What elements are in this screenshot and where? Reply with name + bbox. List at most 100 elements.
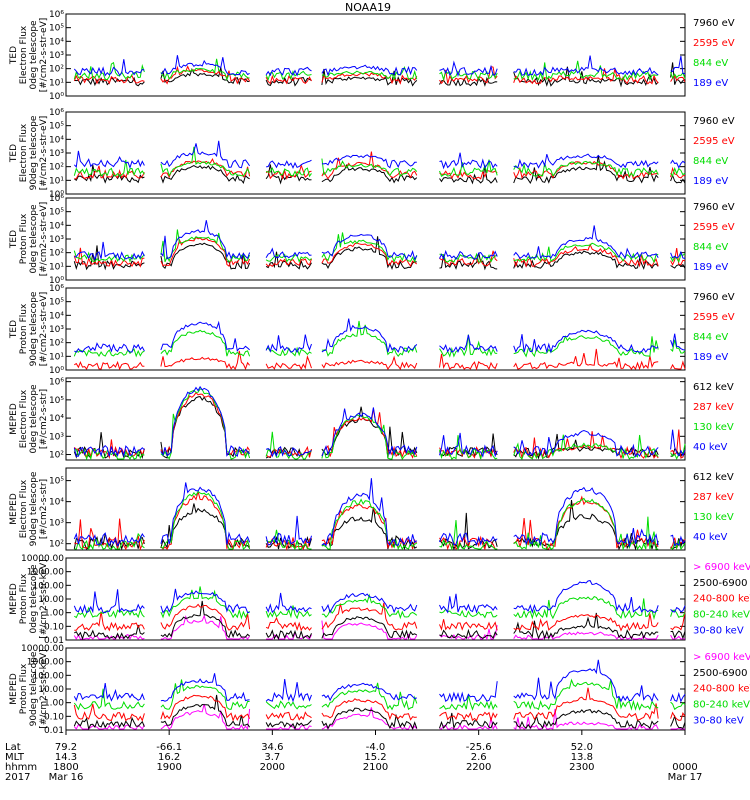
legend-label: 240-800 keV	[693, 684, 750, 695]
y-tick-label: 1.00	[44, 699, 64, 709]
y-tick-label: 10⁴	[49, 498, 64, 508]
y-axis-label-line: 0deg telescope	[29, 564, 39, 634]
y-tick-label: 10²	[49, 540, 64, 550]
legend-label: 844 eV	[693, 58, 728, 69]
footer-value: Mar 17	[668, 772, 703, 783]
legend-label: 612 keV	[693, 382, 734, 393]
y-axis-label-line: [#/cm2-s-str-eV]	[39, 292, 49, 367]
y-axis-label: MEPEDElectron Flux0deg telescope[#/cm2-s…	[9, 384, 49, 454]
series-trace-80-240-kev	[73, 678, 686, 711]
y-axis-label-line: TED	[9, 230, 19, 249]
y-tick-label: 10³	[49, 432, 64, 442]
y-axis-label: TEDElectron Flux0deg telescope[#/cm2-s-s…	[9, 18, 49, 93]
legend-label: 7960 eV	[693, 116, 735, 127]
y-axis-label-line: [#/cm2-s-str-eV]	[39, 202, 49, 277]
y-tick-label: 10⁴	[49, 311, 64, 321]
y-tick-label: 100.00	[33, 671, 65, 681]
y-tick-label: 10⁰	[49, 190, 64, 200]
footer-value: 2100	[363, 762, 388, 773]
legend-label: 40 keV	[693, 532, 727, 543]
series-trace-130-kev	[74, 388, 686, 461]
y-tick-label: 100.00	[33, 581, 65, 591]
y-axis-label-line: MEPED	[9, 673, 19, 705]
legend-label: > 6900 keV	[693, 562, 750, 573]
legend-label: 287 keV	[693, 402, 734, 413]
series-trace-2500-6900	[74, 600, 686, 641]
legend-label: 287 keV	[693, 492, 734, 503]
footer-value: 1800	[53, 762, 78, 773]
series-trace-80-240-kev	[74, 586, 686, 620]
y-tick-label: 0.10	[44, 712, 64, 722]
y-tick-label: 10¹	[49, 176, 64, 186]
y-axis-label-line: MEPED	[9, 493, 19, 525]
series-trace-240-800-kev	[73, 687, 686, 723]
y-tick-label: 10¹	[49, 78, 64, 88]
legend-label: 189 eV	[693, 78, 728, 89]
panel-7: 0.010.101.0010.00100.001000.0010000.00ME…	[9, 554, 750, 646]
y-tick-label: 10¹	[49, 352, 64, 362]
y-axis-label-line: TED	[9, 144, 19, 163]
y-axis-label-line: 90deg telescope	[29, 291, 39, 366]
legend-label: 130 keV	[693, 512, 734, 523]
footer-value: -4.0	[366, 742, 386, 753]
series-trace-2595-ev	[73, 65, 686, 85]
y-tick-label: 10⁶	[49, 378, 64, 388]
y-axis-label-line: [#/cm2-s-str-eV]	[39, 18, 49, 93]
y-tick-label: 1.00	[44, 609, 64, 619]
series-trace-2500-6900	[73, 694, 686, 731]
series-trace-40-kev	[73, 478, 686, 548]
footer-value: -25.6	[466, 742, 492, 753]
footer-value: 2.6	[471, 752, 487, 763]
y-tick-label: 1000.00	[27, 568, 64, 578]
legend-label: 7960 eV	[693, 202, 735, 213]
y-tick-label: 10⁴	[49, 135, 64, 145]
legend-label: 7960 eV	[693, 18, 735, 29]
y-tick-label: 10⁵	[49, 24, 64, 34]
y-axis-label-line: Electron Flux	[19, 389, 29, 448]
y-axis-label: MEPEDProton Flux90deg telescope[#/cm2-s-…	[9, 649, 49, 728]
series-trace-189-ev	[74, 220, 686, 261]
footer-value: 15.2	[364, 752, 386, 763]
y-axis-label-line: [#/cm2-s-str-keV]	[39, 649, 49, 728]
y-tick-label: 10⁴	[49, 37, 64, 47]
footer-value: 3.7	[264, 752, 280, 763]
footer-row-label: 2017	[5, 772, 30, 783]
series-trace--6900-kev	[73, 703, 685, 731]
y-tick-label: 10.00	[38, 685, 64, 695]
series-trace-2595-ev	[74, 151, 686, 180]
legend-label: 30-80 keV	[693, 715, 744, 726]
series-trace-189-ev	[74, 318, 686, 354]
y-tick-label: 10³	[49, 149, 64, 159]
y-axis-label: TEDElectron Flux90deg telescope[#/cm2-s-…	[9, 115, 49, 190]
series-trace-189-ev	[73, 55, 686, 78]
y-tick-label: 10⁰	[49, 276, 64, 286]
legend-label: 2500-6900	[693, 578, 748, 589]
y-axis-label-line: Electron Flux	[19, 123, 29, 182]
y-axis-label: TEDProton Flux90deg telescope[#/cm2-s-st…	[9, 291, 49, 366]
legend-label: 80-240 keV	[693, 700, 750, 711]
y-tick-label: 10⁵	[49, 298, 64, 308]
legend-label: 844 eV	[693, 332, 728, 343]
panel-frame	[65, 13, 686, 97]
y-tick-label: 10³	[49, 235, 64, 245]
footer-row-label: hhmm	[5, 762, 37, 773]
series-trace-2595-ev	[74, 348, 686, 371]
series-trace--6900-kev	[73, 614, 686, 641]
footer-value: 0000	[672, 762, 697, 773]
y-tick-label: 10⁶	[49, 10, 64, 20]
y-axis-label-line: 90deg telescope	[29, 115, 39, 190]
series-trace-189-ev	[73, 140, 686, 170]
legend-label: 189 eV	[693, 176, 728, 187]
legend-label: 612 keV	[693, 472, 734, 483]
y-tick-label: 10⁰	[49, 366, 64, 376]
legend-label: 2500-6900	[693, 668, 748, 679]
legend-label: 80-240 keV	[693, 610, 750, 621]
footer-value: 34.6	[261, 742, 283, 753]
footer-value: 1900	[156, 762, 181, 773]
footer-value: 2300	[569, 762, 594, 773]
